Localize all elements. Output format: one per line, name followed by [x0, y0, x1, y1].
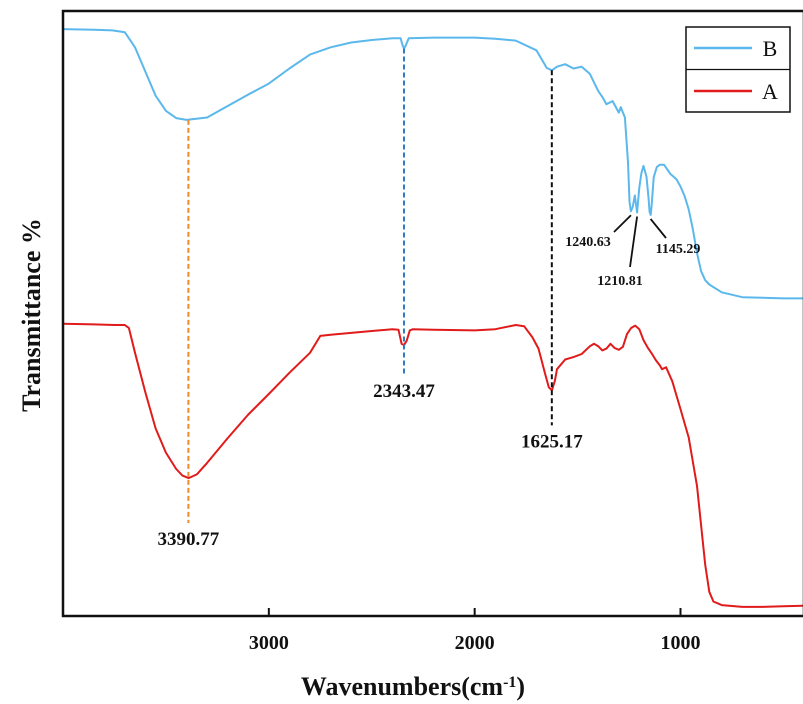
x-tick-label: 1000: [661, 632, 701, 654]
x-tick-label: 2000: [455, 632, 495, 654]
peak-leader-line: [613, 214, 632, 233]
legend-label-a: A: [762, 79, 778, 104]
x-axis-title: Wavenumbers(cm-1): [301, 672, 525, 701]
peak-label-small: 1145.29: [656, 242, 701, 257]
x-tick-layer: 3000 2000 1000: [249, 608, 701, 654]
plot-frame: [61, 9, 803, 618]
series-line-a: [62, 322, 803, 608]
x-axis-title-sup: -1: [503, 674, 516, 691]
annotation-layer: 3390.77 2343.47 1625.17 1240.63 1210.81 1145.…: [158, 48, 701, 550]
legend-label-b: B: [763, 36, 778, 61]
x-axis-title-main: Wavenumbers(cm: [301, 672, 504, 701]
plot-layer: [62, 28, 803, 608]
x-tick-label: 3000: [249, 632, 289, 654]
y-axis-title: Transmittance %: [17, 218, 46, 412]
series-line-b: [62, 28, 803, 300]
peak-label: 2343.47: [373, 381, 435, 402]
x-axis-title-close: ): [516, 672, 525, 701]
legend: BA: [685, 26, 791, 113]
peak-leader-line: [629, 216, 638, 268]
peak-label: 1625.17: [521, 431, 583, 452]
peak-label-small: 1240.63: [565, 235, 611, 250]
peak-label: 3390.77: [158, 529, 220, 550]
peak-leader-line: [649, 218, 667, 239]
peak-label-small: 1210.81: [597, 274, 643, 289]
